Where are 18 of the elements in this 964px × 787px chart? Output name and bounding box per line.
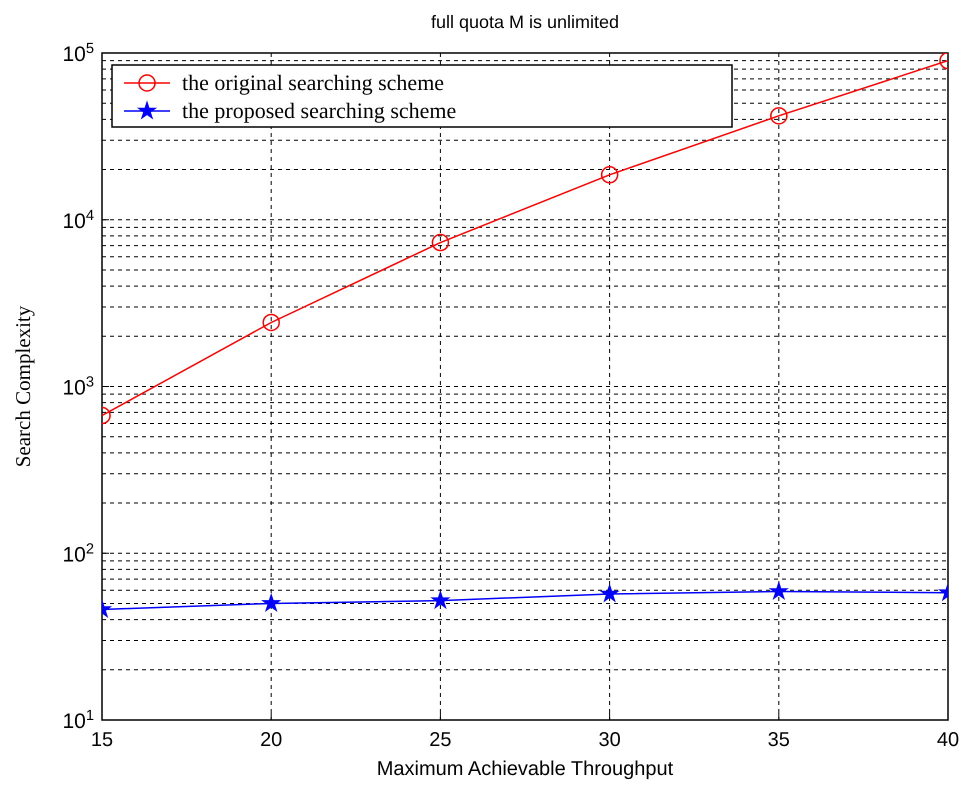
- legend-label: the original searching scheme: [182, 70, 444, 95]
- y-tick-label: 10$^{4}$: [62, 208, 94, 233]
- x-tick-label: 35: [768, 729, 790, 751]
- x-tick-label: 40: [936, 729, 960, 751]
- y-tick-label: 10$^{5}$: [62, 41, 94, 66]
- point: [431, 591, 450, 608]
- x-tick-label: 20: [260, 729, 282, 751]
- legend-label: the proposed searching scheme: [182, 98, 456, 123]
- y-axis-title: Search Complexity: [11, 305, 35, 468]
- point: [600, 584, 619, 602]
- y-tick-label: 10$^{2}$: [62, 541, 94, 566]
- y-tick-label: 10$^{3}$: [62, 374, 94, 400]
- x-tick-label: 25: [429, 729, 452, 751]
- chart-title: full quota M is unlimited: [430, 12, 620, 32]
- x-tick-label: 30: [598, 729, 621, 751]
- point: [600, 166, 618, 184]
- x-axis-title: Maximum Achievable Throughput: [376, 758, 674, 780]
- point: [432, 234, 450, 252]
